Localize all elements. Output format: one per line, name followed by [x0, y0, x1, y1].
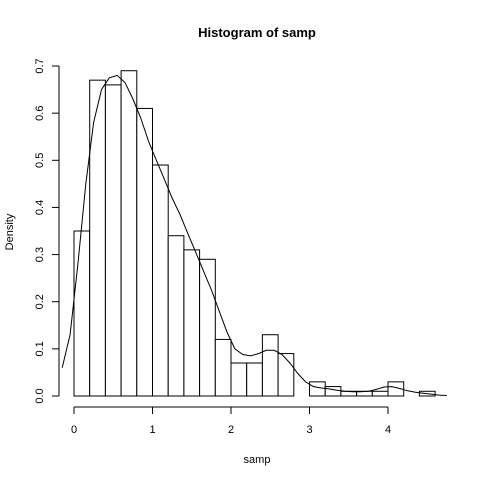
y-tick-label: 0.0 [34, 388, 46, 403]
x-tick-label: 2 [228, 424, 234, 436]
histogram-bar [183, 249, 201, 397]
histogram-bar [167, 235, 185, 397]
x-tick-label: 1 [149, 424, 155, 436]
y-tick-label: 0.4 [34, 200, 46, 215]
histogram-bar [371, 390, 389, 397]
histogram-bar [89, 79, 106, 397]
histogram-bar [120, 70, 138, 397]
histogram-bar [387, 381, 405, 397]
y-axis-label: Density [4, 213, 16, 250]
histogram-bar [199, 258, 216, 397]
density-curve [61, 74, 447, 396]
histogram-bar [152, 164, 169, 397]
x-axis-label: samp [244, 454, 271, 466]
histogram-bar [230, 362, 248, 397]
histogram-bar [214, 338, 232, 397]
histogram-bar [136, 107, 154, 397]
histogram-bar [277, 353, 295, 397]
y-tick-label: 0.7 [34, 58, 46, 73]
chart-title: Histogram of samp [198, 25, 316, 40]
histogram-bar [73, 230, 91, 397]
x-tick-label: 4 [385, 424, 391, 436]
x-axis: 0 1 2 3 4 [71, 406, 391, 436]
y-tick-label: 0.6 [34, 106, 46, 121]
x-tick-label: 0 [71, 424, 77, 436]
y-axis: 0.0 0.1 0.2 0.3 0.4 0.5 0.6 0.7 [34, 58, 60, 404]
y-tick-label: 0.5 [34, 153, 46, 168]
y-tick-label: 0.2 [34, 294, 46, 309]
histogram-bars [73, 70, 436, 397]
histogram-bar [324, 386, 342, 397]
histogram-bar [261, 334, 279, 397]
histogram-bar [309, 381, 326, 397]
histogram-bar [104, 84, 122, 397]
x-tick-label: 3 [306, 424, 312, 436]
y-tick-label: 0.3 [34, 247, 46, 262]
histogram-bar [246, 362, 263, 397]
y-tick-label: 0.1 [34, 341, 46, 356]
